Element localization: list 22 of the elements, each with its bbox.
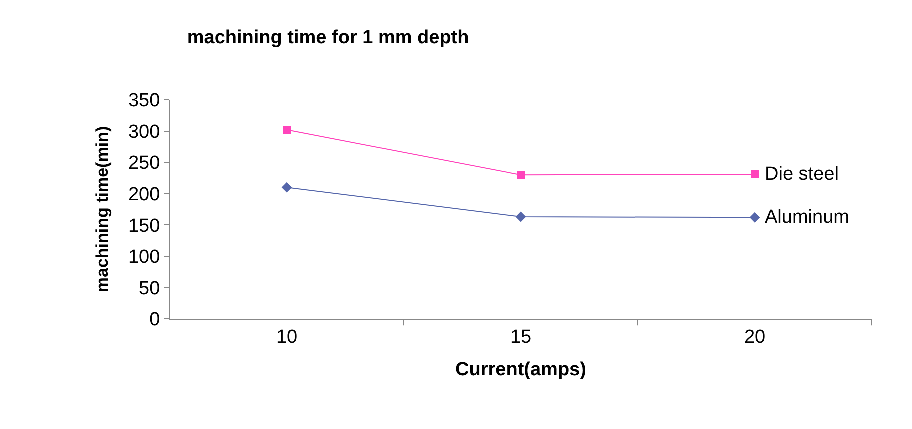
point (282, 182, 292, 193)
point (283, 126, 291, 134)
point (750, 212, 760, 223)
y-tick-label: 350 (128, 90, 160, 112)
y-tick-label: 50 (139, 278, 160, 300)
y-tick-label: 150 (128, 216, 160, 237)
x-tick-label: 15 (510, 326, 532, 348)
y-tick-label: 300 (128, 122, 160, 143)
point (751, 170, 759, 178)
x-tick-label: 20 (744, 326, 766, 348)
point (517, 171, 525, 180)
y-tick-label: 200 (128, 184, 160, 206)
y-tick-label: 0 (150, 310, 160, 331)
point (516, 212, 526, 222)
series-label: Die steel (765, 164, 839, 185)
chart-title: machining time for 1 mm depth (187, 27, 470, 48)
y-tick-label: 100 (128, 247, 160, 268)
series-label: Aluminum (765, 207, 850, 228)
x-axis-title: Current(amps) (456, 360, 586, 381)
x-tick-label: 10 (276, 326, 298, 348)
y-axis-title: machining time(min) (93, 126, 112, 293)
y-tick-label: 250 (128, 153, 160, 174)
